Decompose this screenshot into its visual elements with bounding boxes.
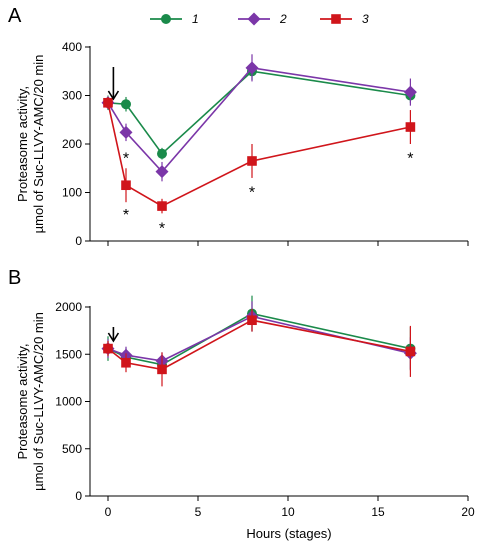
panel-a-series-3-point [121, 180, 131, 191]
panel-b-series-1 [103, 295, 416, 373]
panel-a-letter: A [8, 5, 22, 27]
panel-a-series-3-point [103, 97, 113, 108]
panel-b-series-3-point [103, 343, 113, 354]
panel-b-xlabel: Hours (stages) [246, 526, 331, 541]
panel-a-series-1-point [121, 99, 131, 110]
panel-b: B 0 500 1000 1500 2000 0 5 10 15 20 Proteasome acti… [8, 267, 475, 541]
legend-item-1: 1 [150, 12, 199, 26]
panel-b-series-3 [103, 308, 416, 387]
legend-item-3-label: 3 [362, 12, 369, 26]
panel-a-series-3-point [157, 201, 167, 211]
panel-b-series-3-point [121, 357, 131, 368]
panel-a-y-tick-label: 200 [62, 137, 82, 151]
panel-a-series-2-point [245, 61, 259, 75]
panel-b-x-tick-label: 5 [195, 505, 202, 519]
panel-b-series-3-line [107, 319, 411, 371]
legend: 1 2 3 [150, 12, 369, 26]
panel-b-x-tick-label: 0 [105, 505, 112, 519]
panel-a-significance-star: * [249, 185, 255, 202]
panel-b-y-tick-label: 2000 [55, 300, 82, 314]
panel-a-series-1-line [107, 70, 411, 155]
legend-item-2-marker [247, 12, 261, 26]
panel-b-x-tick-label: 10 [281, 505, 295, 519]
panel-a-series-2-point [403, 85, 417, 99]
panel-a-y-tick-label: 400 [62, 40, 82, 54]
panel-a-series-3 [103, 96, 416, 214]
panel-a-series-2 [101, 54, 417, 182]
panel-a: A 0 100 200 300 400 Proteasome activity, µmol o… [8, 5, 469, 248]
panel-a-y-tick-label: 300 [62, 89, 82, 103]
legend-item-2-label: 2 [279, 12, 287, 26]
panel-a-ylabel-line1: Proteasome activity, [15, 86, 30, 202]
panel-a-series-1 [103, 62, 416, 160]
panel-b-letter: B [8, 267, 21, 289]
panel-a-y-tick-label: 0 [75, 234, 82, 248]
panel-b-series-2 [101, 301, 417, 370]
legend-item-1-label: 1 [192, 12, 199, 26]
panel-b-series-3-point [247, 315, 257, 326]
legend-item-1-marker [161, 14, 171, 24]
panel-b-y-tick-label: 0 [75, 489, 82, 503]
panel-a-series-2-point [155, 165, 169, 179]
panel-b-ylabel-line1: Proteasome activity, [15, 343, 30, 459]
panel-a-series-2-point [119, 125, 133, 139]
panel-a-series-3-point [405, 122, 416, 132]
panel-a-series-1-point [157, 148, 167, 159]
panel-a-series-2-line [107, 66, 411, 173]
legend-item-3: 3 [320, 12, 369, 26]
panel-a-significance-star: * [123, 151, 129, 168]
panel-b-y-tick-label: 1500 [55, 347, 82, 361]
panel-b-ylabel-line2: µmol of Suc-LLVY-AMC/20 min [31, 312, 46, 491]
panel-b-series-3-point [405, 346, 416, 357]
panel-b-y-tick-label: 1000 [55, 395, 82, 409]
legend-item-3-marker [331, 14, 341, 24]
panel-a-ylabel-line2: µmol of Suc-LLVY-AMC/20 min [31, 55, 46, 234]
panel-b-x-tick-label: 20 [461, 505, 475, 519]
panel-a-series-3-line [107, 102, 411, 207]
panel-b-arrow-icon [107, 327, 120, 343]
panel-a-arrow-icon [107, 67, 120, 101]
panel-b-x-tick-label: 15 [371, 505, 385, 519]
panel-a-significance-star: * [123, 207, 129, 224]
legend-item-2: 2 [238, 12, 287, 26]
panel-a-series-3-point [247, 156, 257, 166]
panel-a-significance-star: * [159, 220, 165, 237]
panel-a-y-tick-label: 100 [62, 186, 82, 200]
panel-b-series-3-point [157, 364, 167, 375]
panel-a-significance-star: * [407, 151, 413, 168]
panel-b-y-tick-label: 500 [62, 442, 82, 456]
